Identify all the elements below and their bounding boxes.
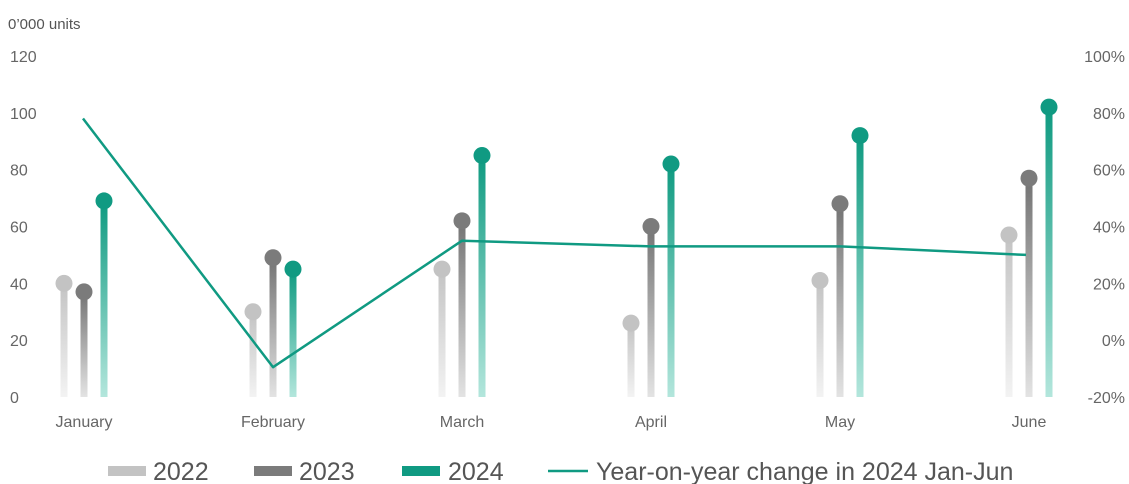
- bar-2022: [627, 323, 635, 397]
- x-axis: January February March April May June: [56, 414, 1047, 431]
- bar-dot-2024: [1040, 98, 1058, 116]
- left-axis: 0 20 40 60 80 100 120: [10, 49, 37, 407]
- bar-2024: [478, 155, 486, 397]
- legend-label-yoy: Year-on-year change in 2024 Jan-Jun: [596, 458, 1013, 484]
- bar-dot-2024: [662, 155, 680, 173]
- legend-item-2022: 2022: [108, 458, 209, 484]
- bar-dot-2023: [1020, 169, 1038, 187]
- right-tick-label: 100%: [1084, 49, 1125, 66]
- bar-dot-2023: [642, 218, 660, 235]
- bar-dot-2024: [95, 192, 113, 210]
- yoy-line: [82, 117, 1027, 369]
- unit-label: 0’000 units: [8, 16, 81, 33]
- bar-2024: [289, 269, 297, 397]
- bar-2024: [856, 135, 864, 398]
- bar-2022: [249, 311, 257, 397]
- bar-2023: [269, 257, 277, 397]
- right-axis: -20% 0% 20% 40% 60% 80% 100%: [1084, 49, 1125, 407]
- bar-2022: [60, 283, 68, 397]
- bar-2023: [1025, 178, 1033, 397]
- bar-dot-2022: [55, 274, 73, 292]
- legend: 2022 2023 2024 Year-on-year change in 20…: [108, 458, 1013, 484]
- bar-dot-2023: [75, 283, 93, 301]
- legend-label-2023: 2023: [299, 458, 355, 484]
- legend-item-2024: 2024: [402, 458, 504, 484]
- left-tick-label: 60: [10, 220, 28, 237]
- bar-dot-2024: [851, 127, 869, 145]
- legend-swatch-2024: [402, 466, 440, 476]
- left-tick-label: 120: [10, 49, 37, 66]
- x-tick-label: February: [241, 414, 305, 431]
- right-tick-label: 0%: [1102, 333, 1125, 350]
- legend-label-2022: 2022: [153, 458, 209, 484]
- right-tick-label: 40%: [1093, 220, 1125, 237]
- bar-2023: [458, 220, 466, 397]
- bar-2024: [100, 200, 108, 397]
- bar-2024: [667, 163, 675, 397]
- left-tick-label: 20: [10, 333, 28, 350]
- x-tick-label: January: [56, 414, 113, 431]
- bar-dot-2022: [244, 303, 262, 321]
- legend-swatch-2023: [254, 466, 292, 476]
- bar-dot-2023: [831, 195, 849, 213]
- yoy-line-path: [82, 117, 1027, 369]
- bar-2022: [816, 280, 824, 397]
- legend-item-2023: 2023: [254, 458, 355, 484]
- bar-2022: [1005, 235, 1013, 397]
- x-tick-label: March: [440, 414, 484, 431]
- bars: [55, 98, 1058, 398]
- bar-dot-2022: [433, 260, 451, 278]
- x-tick-label: May: [825, 414, 855, 431]
- bar-dot-2022: [622, 314, 640, 332]
- bar-2023: [836, 203, 844, 397]
- bar-dot-2023: [453, 212, 471, 230]
- bar-2022: [438, 269, 446, 397]
- right-tick-label: 20%: [1093, 276, 1125, 293]
- legend-item-yoy: Year-on-year change in 2024 Jan-Jun: [548, 458, 1013, 484]
- left-tick-label: 0: [10, 390, 19, 407]
- bar-dot-2023: [264, 249, 282, 267]
- right-tick-label: 60%: [1093, 163, 1125, 180]
- x-tick-label: June: [1012, 414, 1047, 431]
- left-tick-label: 40: [10, 276, 28, 293]
- bar-2023: [80, 291, 88, 397]
- bar-dot-2024: [473, 146, 491, 164]
- bar-dot-2022: [1000, 226, 1018, 244]
- bar-2024: [1045, 107, 1053, 398]
- bar-2023: [647, 226, 655, 397]
- legend-swatch-2022: [108, 466, 146, 476]
- legend-label-2024: 2024: [448, 458, 504, 484]
- right-tick-label: 80%: [1093, 106, 1125, 123]
- left-tick-label: 100: [10, 106, 37, 123]
- bar-dot-2022: [811, 271, 829, 289]
- x-tick-label: April: [635, 414, 667, 431]
- bar-dot-2024: [284, 260, 302, 278]
- right-tick-label: -20%: [1088, 390, 1125, 407]
- left-tick-label: 80: [10, 163, 28, 180]
